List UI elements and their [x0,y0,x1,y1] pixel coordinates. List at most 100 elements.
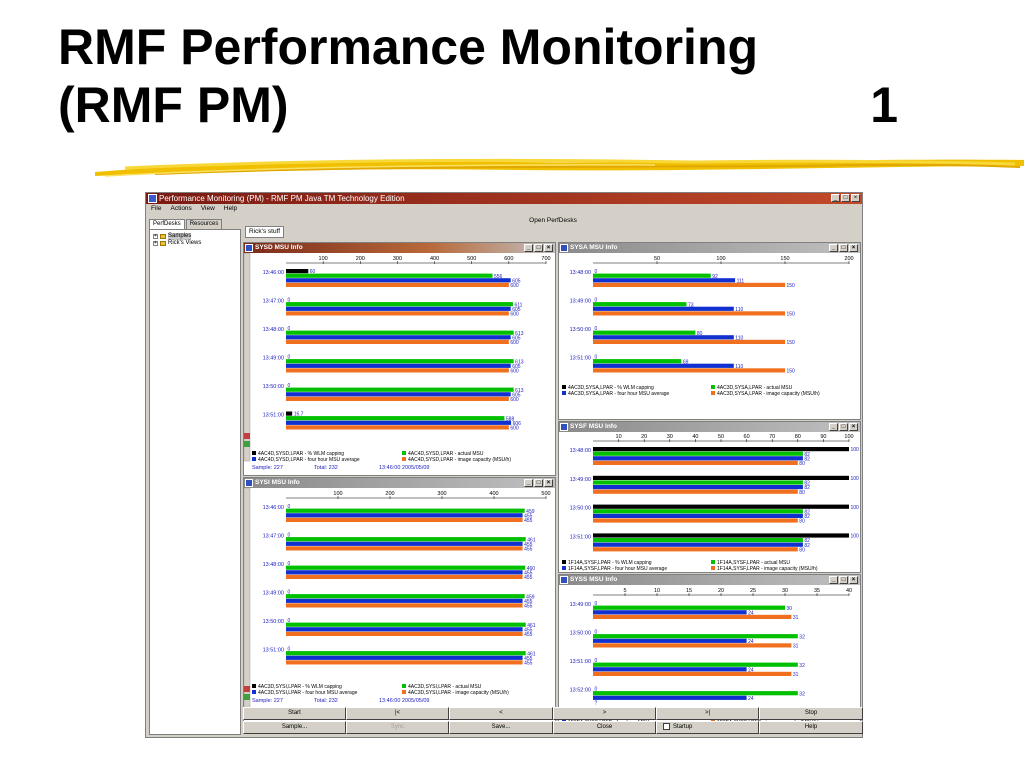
close-button[interactable]: × [544,244,553,252]
bar [593,504,849,509]
x-tick-label: 500 [467,256,476,262]
category-label: 13:50:00 [570,631,591,637]
bar [593,513,803,518]
menu-actions[interactable]: Actions [170,205,192,212]
bar [286,517,523,522]
maximize-button[interactable]: □ [841,194,850,202]
data-label: 24 [748,639,754,645]
app-titlebar[interactable]: Performance Monitoring (PM) - RMF PM Jav… [146,193,862,204]
category-label: 13:46:00 [263,505,284,511]
data-label: 82 [804,543,810,549]
minimize-button[interactable]: _ [831,194,840,202]
status-time: 13:46:00 2005/05/09 [379,698,429,704]
close-button[interactable]: × [849,244,858,252]
maximize-button[interactable]: □ [839,576,848,584]
sysd-chart-window: SYSD MSU Info _ □ × 100 200 300 400 500 600 70… [243,242,556,476]
bar [593,518,798,523]
first-button[interactable]: |< [346,707,449,720]
data-label: 73 [688,302,694,308]
play-icon [244,694,250,700]
x-tick-label: 200 [356,256,365,262]
menu-view[interactable]: View [200,205,215,212]
maximize-button[interactable]: □ [839,244,848,252]
perfdesk-tab[interactable]: Rick's stuff [245,226,285,238]
x-tick-label: 35 [814,588,820,594]
legend-swatch [252,457,256,461]
menu-help[interactable]: Help [223,205,238,212]
data-label: 92 [712,274,718,280]
category-label: 13:46:00 [263,270,284,276]
checkbox-icon[interactable] [663,722,670,730]
legend-label: 1F14A,SYSF,LPAR - image capacity (MSU/h) [717,566,818,572]
bar [286,330,514,335]
data-label: ? [595,701,598,707]
syss-window-titlebar[interactable]: SYSS MSU Info _ □ × [559,575,860,585]
data-label: 30 [787,606,793,612]
bar [593,667,747,672]
close-button[interactable]: × [849,576,858,584]
bar [593,485,803,490]
sysf-chart-title: SYSF MSU Info [570,423,617,430]
x-tick-label: 200 [844,256,853,262]
sysi-window-titlebar[interactable]: SYSI MSU Info _ □ × [244,478,555,488]
pause-icon [244,686,250,692]
close-button[interactable]: × [851,194,860,202]
next-button[interactable]: > [553,707,656,720]
last-button[interactable]: >| [656,707,759,720]
save-button[interactable]: Save... [449,721,553,734]
sysa-chart-title: SYSA MSU Info [570,244,618,251]
tab-resources[interactable]: Resources [185,219,223,229]
x-tick-label: 5 [623,588,626,594]
sample-button[interactable]: Sample... [243,721,346,734]
status-time: 13:46:00 2005/05/09 [379,465,429,471]
legend-label: 4AC3D,SYSA,LPAR - four hour MSU average [568,391,670,397]
minimize-button[interactable]: _ [524,479,533,487]
x-tick-label: 15 [686,588,692,594]
menu-file[interactable]: File [151,205,162,212]
sysa-window-titlebar[interactable]: SYSA MSU Info _ □ × [559,243,860,253]
maximize-button[interactable]: □ [534,479,543,487]
data-label: 0 [595,326,598,332]
data-label: 31 [793,644,799,650]
tab-perfdesks[interactable]: PerfDesks [149,219,185,229]
stop-button[interactable]: Stop [759,707,863,720]
data-label: 31 [793,672,799,678]
start-button[interactable]: Start [243,707,346,720]
minimize-button[interactable]: _ [524,244,533,252]
sysd-window-titlebar[interactable]: SYSD MSU Info _ □ × [244,243,555,253]
minimize-button[interactable]: _ [829,576,838,584]
category-label: 13:49:00 [570,602,591,608]
previous-button[interactable]: < [449,707,553,720]
bar [286,411,293,416]
minimize-button[interactable]: _ [829,244,838,252]
close-button[interactable]: × [849,423,858,431]
close-button[interactable]: × [544,479,553,487]
perfdesk-area: Open PerfDesks Rick's stuff SYSD MSU Inf… [243,216,863,736]
data-label: 110 [735,307,743,313]
bar [286,546,523,551]
category-label: 13:49:00 [570,477,591,483]
close-perfdesk-button[interactable]: Close [553,721,656,734]
slide-number: 1 [870,77,898,133]
help-button[interactable]: Help [759,721,863,734]
expand-icon[interactable]: + [153,233,158,239]
x-tick-label: 100 [844,434,853,440]
control-buttons: Start |< < > >| Stop Sample... Sync Save… [243,707,863,736]
bar [286,363,511,368]
x-tick-label: 200 [385,491,394,497]
minimize-button[interactable]: _ [829,423,838,431]
data-label: 0 [288,383,291,389]
data-label: 459 [526,509,535,515]
bar [593,311,785,316]
tree-item-samples[interactable]: + Samples [153,233,237,240]
tree-item-ricks-views[interactable]: + Rick's Views [153,240,237,247]
expand-icon[interactable]: + [153,240,158,246]
startup-checkbox[interactable]: Startup [656,721,759,734]
sysf-window-titlebar[interactable]: SYSF MSU Info _ □ × [559,422,860,432]
maximize-button[interactable]: □ [534,244,543,252]
data-label: 455 [524,570,533,576]
maximize-button[interactable]: □ [839,423,848,431]
category-label: 13:48:00 [263,562,284,568]
bar [286,273,493,278]
sync-button[interactable]: Sync [346,721,449,734]
